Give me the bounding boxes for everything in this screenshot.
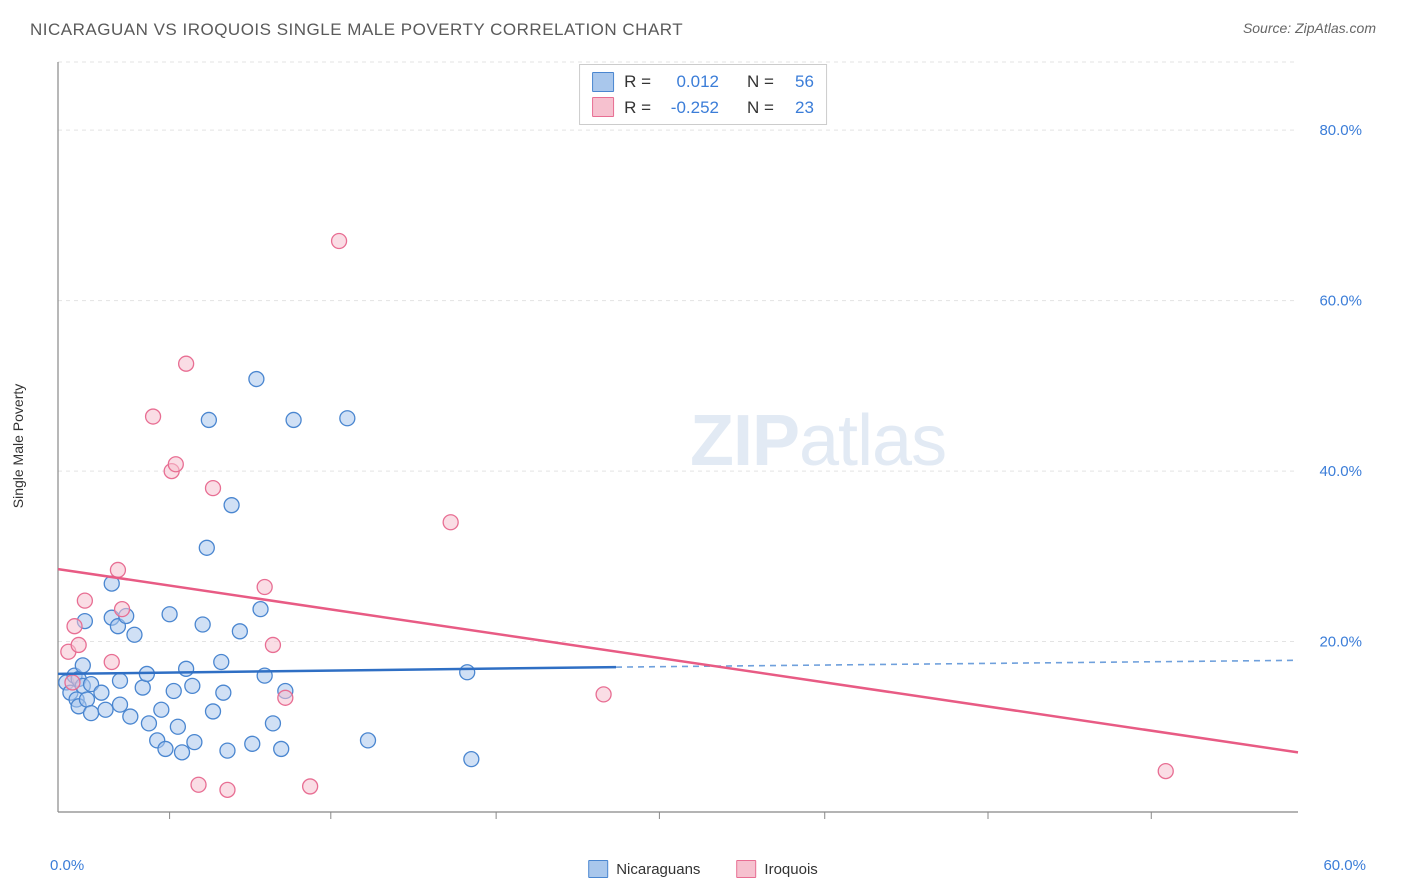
svg-text:60.0%: 60.0%	[1319, 293, 1362, 310]
chart-title: NICARAGUAN VS IROQUOIS SINGLE MALE POVER…	[30, 20, 683, 40]
legend-swatch-pink	[592, 97, 614, 117]
legend-item: Iroquois	[736, 860, 817, 878]
legend-swatch-blue	[588, 860, 608, 878]
legend-item: Nicaraguans	[588, 860, 700, 878]
correlation-legend-row: R = 0.012 N = 56	[592, 69, 814, 95]
legend-swatch-pink	[736, 860, 756, 878]
chart-area: 20.0% 40.0% 60.0% 80.0%	[50, 58, 1386, 842]
x-tick-label: 0.0%	[50, 857, 84, 874]
y-axis-label: Single Male Poverty	[10, 384, 26, 509]
correlation-legend-row: R = -0.252 N = 23	[592, 95, 814, 121]
svg-text:20.0%: 20.0%	[1319, 634, 1362, 651]
x-tick-label: 60.0%	[1323, 857, 1366, 874]
svg-text:80.0%: 80.0%	[1319, 122, 1362, 139]
svg-text:40.0%: 40.0%	[1319, 463, 1362, 480]
scatter-plot: 20.0% 40.0% 60.0% 80.0%	[50, 58, 1370, 828]
correlation-legend: R = 0.012 N = 56 R = -0.252 N = 23	[579, 64, 827, 125]
series-legend: Nicaraguans Iroquois	[588, 860, 818, 878]
source-label: Source: ZipAtlas.com	[1243, 20, 1376, 36]
legend-swatch-blue	[592, 72, 614, 92]
